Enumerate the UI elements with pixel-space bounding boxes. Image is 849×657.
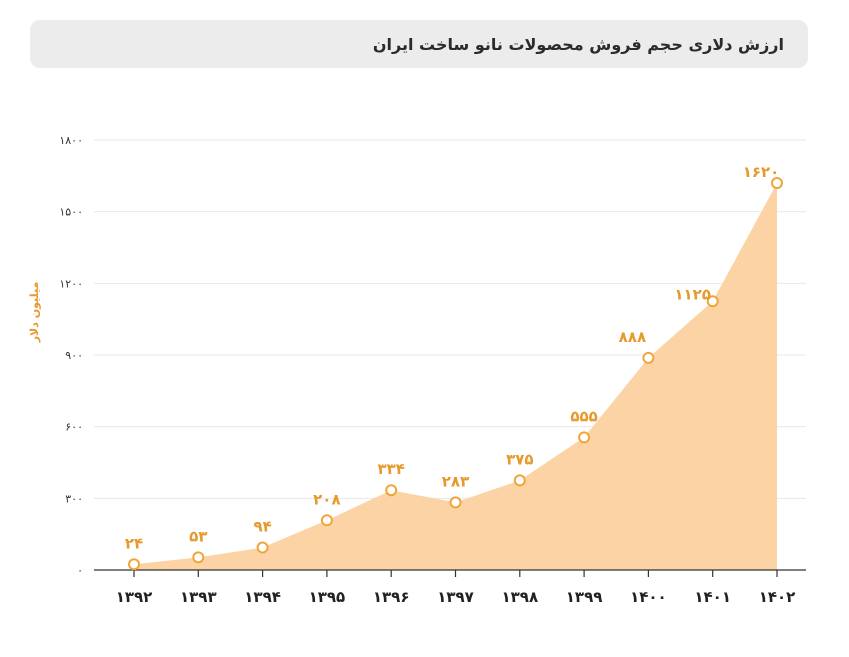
data-point [578,431,591,444]
x-tick-label: ۱۳۹۷ [437,588,474,606]
x-tick-label: ۱۳۹۵ [309,588,346,606]
data-point [128,558,140,571]
data-point [449,496,462,509]
chart-title-bar: ارزش دلاری حجم فروش محصولات نانو ساخت ای… [30,20,808,68]
data-label: ۵۵۵ [570,407,597,425]
data-point [642,351,655,364]
y-tick-label: ۳۰۰ [65,492,83,505]
data-point [706,295,719,308]
x-tick-label: ۱۴۰۲ [759,588,796,606]
y-tick-label: ۹۰۰ [65,349,83,362]
x-tick-label: ۱۳۹۸ [501,588,538,606]
data-point [513,474,526,487]
data-label: ۳۳۴ [377,460,404,478]
data-point [192,551,205,564]
y-tick-label: ۶۰۰ [65,421,83,434]
data-label: ۲۴ [125,534,143,552]
data-label: ۵۳ [189,527,207,545]
y-tick-label: ۱۸۰۰ [59,134,83,147]
data-point [256,541,269,554]
data-label: ۸۸۸ [619,328,646,346]
data-label: ۲۰۸ [313,490,340,508]
y-tick-label: ۱۲۰۰ [59,277,83,290]
x-tick-label: ۱۳۹۶ [373,588,410,606]
x-tick-label: ۱۳۹۲ [116,588,153,606]
chart-title: ارزش دلاری حجم فروش محصولات نانو ساخت ای… [372,34,784,54]
y-axis-label: میلیون دلار [28,282,41,344]
data-label: ۲۸۳ [442,472,469,490]
y-tick-label: ۰ [77,564,83,577]
y-tick-label: ۱۵۰۰ [59,206,83,219]
x-tick-label: ۱۳۹۹ [566,588,603,606]
data-label: ۱۶۲۰ [743,163,780,181]
x-tick-label: ۱۴۰۰ [630,588,667,606]
area-series [134,183,777,570]
data-point [385,484,398,497]
data-point [320,514,333,527]
x-tick-label: ۱۳۹۴ [244,588,281,606]
data-label: ۱۱۲۵ [674,285,711,303]
data-point [771,177,783,189]
x-tick-label: ۱۴۰۱ [694,588,731,606]
data-label: ۳۷۵ [506,450,533,468]
data-label: ۹۴ [253,518,271,536]
x-tick-label: ۱۳۹۳ [180,588,217,606]
